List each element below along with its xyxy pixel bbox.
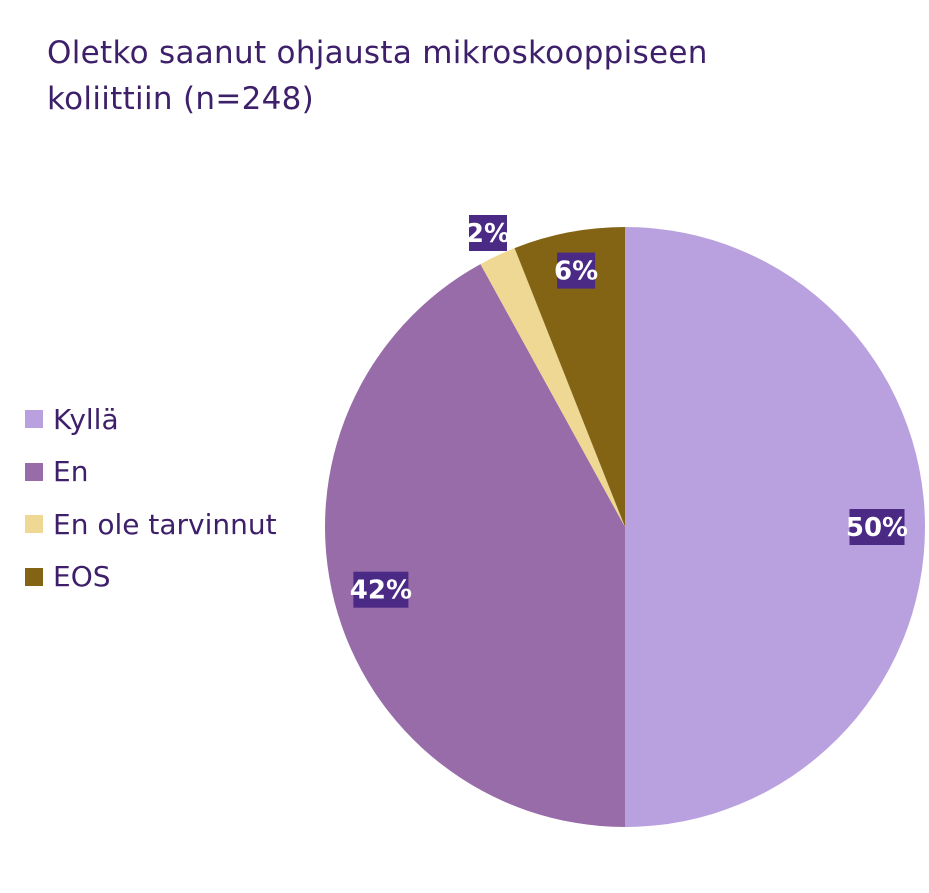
pie-slice-2 — [324, 264, 625, 827]
data-label-bg-4 — [557, 252, 596, 289]
legend: Kyllä En En ole tarvinnut EOS — [25, 393, 277, 603]
data-label-4: 6% — [554, 257, 598, 287]
pie-data-labels: 50% 42% 2% 6% — [350, 215, 908, 608]
pie-slices — [324, 227, 925, 827]
legend-item-eos: EOS — [25, 551, 277, 604]
pie-slice-1 — [625, 227, 925, 827]
legend-label-kylla: Kyllä — [53, 402, 119, 436]
legend-swatch-en-ole-tarvinnut — [25, 515, 43, 534]
data-label-bg-1 — [849, 509, 905, 545]
legend-label-en-ole-tarvinnut: En ole tarvinnut — [53, 507, 277, 541]
data-label-bg-2 — [353, 571, 409, 608]
legend-item-kylla: Kyllä — [25, 393, 277, 446]
chart-title: Oletko saanut ohjausta mikroskooppiseen … — [47, 35, 708, 117]
data-label-bg-3 — [469, 215, 507, 251]
pie-slice-4 — [514, 227, 625, 527]
legend-swatch-eos — [25, 567, 43, 586]
legend-swatch-kylla — [25, 410, 43, 429]
legend-item-en-ole-tarvinnut: En ole tarvinnut — [25, 498, 277, 551]
legend-item-en: En — [25, 446, 277, 499]
data-label-2: 42% — [350, 576, 412, 606]
legend-swatch-en — [25, 462, 43, 481]
legend-label-eos: EOS — [53, 560, 111, 594]
legend-label-en: En — [53, 455, 89, 489]
pie-slice-3 — [480, 248, 625, 527]
data-label-3: 2% — [466, 219, 510, 249]
data-label-1: 50% — [846, 513, 908, 543]
